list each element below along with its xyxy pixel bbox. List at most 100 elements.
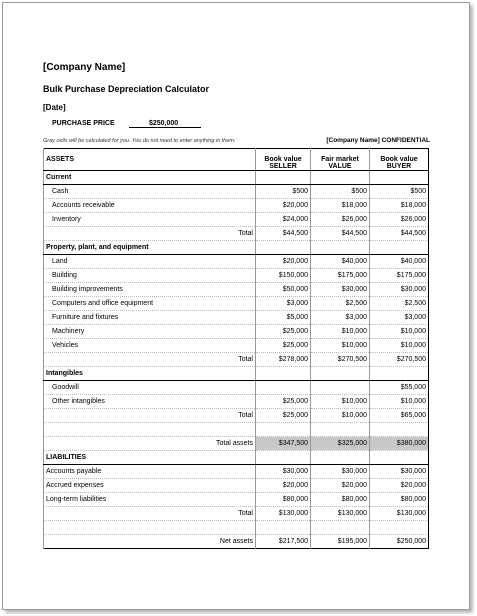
row-label: Goodwill bbox=[43, 380, 256, 395]
value-cell: $130,000 bbox=[369, 506, 429, 521]
header-cell: Book value BUYER bbox=[369, 148, 429, 171]
value-cell: $3,000 bbox=[255, 296, 311, 311]
table-row: Total $278,000 $270,500 $270,500 bbox=[43, 352, 429, 367]
table-row: Current bbox=[43, 170, 429, 185]
header-cell: Book value SELLER bbox=[255, 148, 311, 171]
value-cell: $10,000 bbox=[369, 394, 429, 409]
value-cell: $250,000 bbox=[369, 534, 429, 549]
note: Gray cells will be calculated for you. Y… bbox=[43, 138, 236, 144]
row-label: Other intangibles bbox=[43, 394, 256, 409]
value-cell: $10,000 bbox=[310, 408, 370, 423]
table-row: Net assets $217,500 $195,000 $250,000 bbox=[43, 534, 429, 549]
value-cell: $80,000 bbox=[255, 492, 311, 507]
calculator-table: ASSETS Book value SELLER Fair market VALUE Bo… bbox=[43, 148, 429, 549]
row-label: Total bbox=[43, 226, 256, 241]
table-row: Total assets $347,500 $325,000 $380,000 bbox=[43, 436, 429, 451]
table-row: Machinery $25,000 $10,000 $10,000 bbox=[43, 324, 429, 339]
row-label: Building bbox=[43, 268, 256, 283]
row-label: Accounts payable bbox=[43, 464, 256, 479]
table-row: Other intangibles $25,000 $10,000 $10,000 bbox=[43, 394, 429, 409]
empty-cell bbox=[369, 450, 429, 465]
empty-cell bbox=[255, 422, 311, 437]
header-text: BUYER bbox=[386, 163, 412, 170]
row-label: Inventory bbox=[43, 212, 256, 227]
section-title: Current bbox=[43, 170, 256, 185]
table-row: Property, plant, and equipment bbox=[43, 240, 429, 255]
table-row: Vehicles $25,000 $10,000 $10,000 bbox=[43, 338, 429, 353]
empty-cell bbox=[310, 450, 370, 465]
value-cell: $26,000 bbox=[369, 212, 429, 227]
empty-cell bbox=[43, 520, 256, 535]
value-cell: $175,000 bbox=[310, 268, 370, 283]
row-label: Total bbox=[43, 506, 256, 521]
value-cell: $44,500 bbox=[369, 226, 429, 241]
empty-cell bbox=[255, 450, 311, 465]
table-row bbox=[43, 422, 429, 437]
value-cell: $270,500 bbox=[310, 352, 370, 367]
value-cell: $25,000 bbox=[255, 408, 311, 423]
empty-cell bbox=[369, 240, 429, 255]
table-row: Accrued expenses $20,000 $20,000 $20,000 bbox=[43, 478, 429, 493]
value-cell: $3,000 bbox=[310, 310, 370, 325]
header-cell: ASSETS bbox=[43, 148, 256, 171]
row-label: Total assets bbox=[43, 436, 256, 451]
value-cell: $2,500 bbox=[369, 296, 429, 311]
header-text: ASSETS bbox=[46, 156, 75, 163]
section-title: Property, plant, and equipment bbox=[43, 240, 256, 255]
value-cell: $10,000 bbox=[369, 338, 429, 353]
table-row: Furniture and fixtures $5,000 $3,000 $3,000 bbox=[43, 310, 429, 325]
value-cell: $30,000 bbox=[369, 282, 429, 297]
table-row: Land $20,000 $40,000 $40,000 bbox=[43, 254, 429, 269]
header-text: Fair market bbox=[321, 156, 359, 163]
value-cell: $3,000 bbox=[369, 310, 429, 325]
empty-cell bbox=[255, 366, 311, 381]
page: [Company Name] Bulk Purchase Depreciatio… bbox=[2, 2, 470, 610]
value-cell: $10,000 bbox=[310, 338, 370, 353]
table-row: Total $130,000 $130,000 $130,000 bbox=[43, 506, 429, 521]
value-cell: $270,500 bbox=[369, 352, 429, 367]
value-cell: $50,000 bbox=[255, 282, 311, 297]
purchase-price: $250,000 bbox=[129, 120, 201, 128]
table-row: Cash $500 $500 $500 bbox=[43, 184, 429, 199]
table-row bbox=[43, 520, 429, 535]
table-row: LIABILITIES bbox=[43, 450, 429, 465]
value-cell: $175,000 bbox=[369, 268, 429, 283]
value-cell: $65,000 bbox=[369, 408, 429, 423]
value-cell: $30,000 bbox=[310, 464, 370, 479]
value-cell: $10,000 bbox=[310, 324, 370, 339]
empty-cell bbox=[369, 170, 429, 185]
row-label: Total bbox=[43, 352, 256, 367]
table-row: Intangibles bbox=[43, 366, 429, 381]
table-row: Accounts receivable $20,000 $18,000 $18,000 bbox=[43, 198, 429, 213]
row-label: Accrued expenses bbox=[43, 478, 256, 493]
empty-cell bbox=[369, 366, 429, 381]
value-cell: $20,000 bbox=[255, 478, 311, 493]
value-cell: $500 bbox=[369, 184, 429, 199]
title: Bulk Purchase Depreciation Calculator bbox=[43, 84, 210, 94]
value-cell: $2,500 bbox=[310, 296, 370, 311]
value-cell: $30,000 bbox=[369, 464, 429, 479]
value-cell: $18,000 bbox=[310, 198, 370, 213]
row-label: Cash bbox=[43, 184, 256, 199]
value-cell: $20,000 bbox=[255, 198, 311, 213]
row-label: Computers and office equipment bbox=[43, 296, 256, 311]
value-cell: $325,000 bbox=[310, 436, 370, 451]
row-label: Net assets bbox=[43, 534, 256, 549]
value-cell: $80,000 bbox=[310, 492, 370, 507]
row-label: Furniture and fixtures bbox=[43, 310, 256, 325]
value-cell: $278,000 bbox=[255, 352, 311, 367]
row-label: Land bbox=[43, 254, 256, 269]
table-row: Long-term liabilities $80,000 $80,000 $80,0… bbox=[43, 492, 429, 507]
value-cell: $44,500 bbox=[255, 226, 311, 241]
value-cell: $40,000 bbox=[369, 254, 429, 269]
value-cell: $25,000 bbox=[255, 394, 311, 409]
value-cell: $30,000 bbox=[310, 282, 370, 297]
purchase-price-label: PURCHASE PRICE bbox=[52, 120, 115, 127]
company-name: [Company Name] bbox=[43, 62, 126, 73]
value-cell: $20,000 bbox=[369, 478, 429, 493]
value-cell: $26,000 bbox=[310, 212, 370, 227]
confidential: [Company Name] CONFIDENTIAL bbox=[326, 137, 430, 144]
table-row: Accounts payable $30,000 $30,000 $30,000 bbox=[43, 464, 429, 479]
empty-cell bbox=[255, 240, 311, 255]
date: [Date] bbox=[43, 103, 66, 112]
